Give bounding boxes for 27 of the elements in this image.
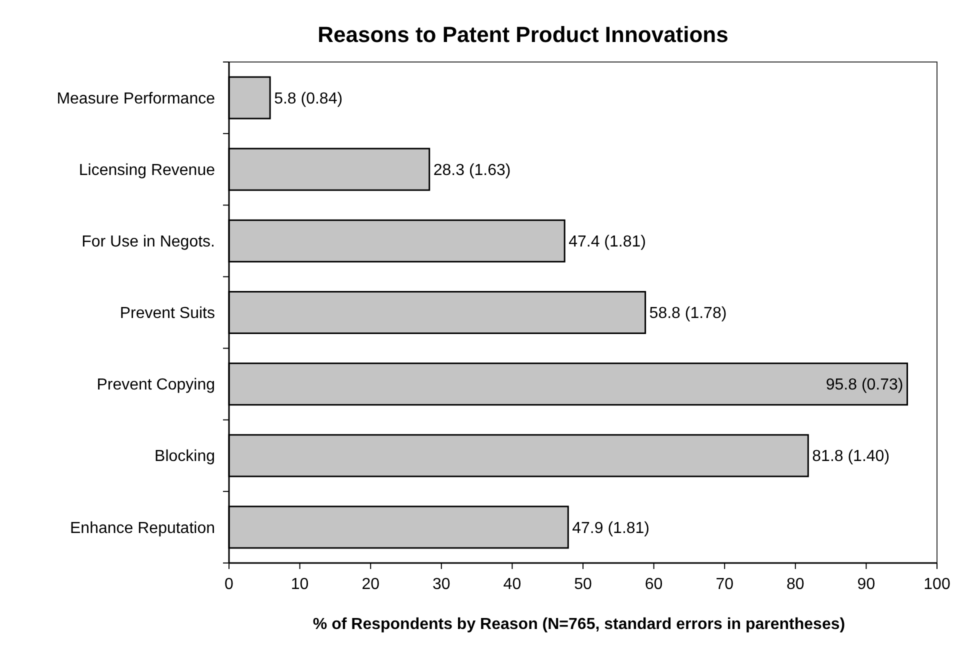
x-tick-label: 40 (503, 576, 522, 593)
x-tick-label: 10 (290, 576, 309, 593)
y-tick-label: Prevent Copying (96, 376, 215, 394)
y-tick-label: Licensing Revenue (78, 162, 216, 179)
x-tick-label: 60 (644, 576, 663, 593)
data-label: 5.8 (0.84) (274, 90, 343, 108)
data-label: 81.8 (1.40) (812, 448, 890, 466)
x-tick-label: 100 (924, 576, 950, 593)
x-tick-label: 70 (716, 576, 734, 593)
data-label: 47.9 (1.81) (572, 520, 650, 537)
x-tick-label: 0 (224, 576, 234, 593)
x-axis-title: % of Respondents by Reason (N=765, standard errors in parentheses) (312, 616, 846, 633)
data-label: 58.8 (1.78) (649, 305, 727, 322)
y-tick-label: Prevent Suits (120, 305, 215, 322)
x-tick-label: 30 (432, 576, 450, 593)
x-tick-label: 50 (574, 576, 592, 593)
y-tick-label: For Use in Negots. (82, 234, 215, 251)
data-label: 95.8 (0.73) (826, 376, 904, 394)
x-tick-label: 80 (786, 576, 804, 593)
data-label: 47.4 (1.81) (568, 234, 646, 251)
chart-title: Reasons to Patent Product Innovations (318, 22, 728, 47)
y-tick-label: Enhance Reputation (70, 520, 215, 537)
data-label: 28.3 (1.63) (433, 162, 511, 179)
x-tick-label: 90 (857, 576, 876, 593)
y-tick-label: Blocking (154, 448, 215, 466)
y-tick-label: Measure Performance (56, 90, 216, 108)
x-tick-label: 20 (362, 576, 380, 593)
